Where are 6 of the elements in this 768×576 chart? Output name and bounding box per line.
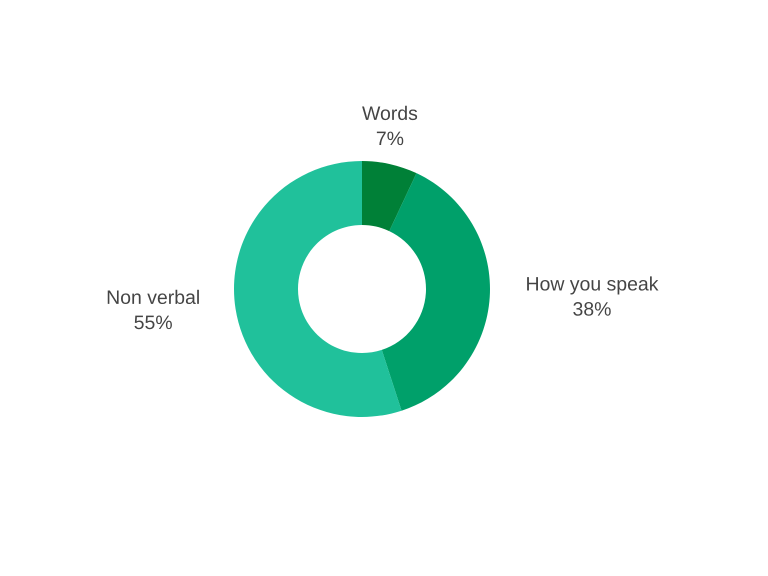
data-label: 38% (573, 302, 611, 316)
data-label: 55% (134, 316, 172, 330)
data-label: 7% (376, 132, 404, 146)
slice-label: Words (362, 106, 418, 120)
slice-label: Non verbal (108, 290, 199, 304)
slice-label: How you speak (527, 276, 658, 294)
